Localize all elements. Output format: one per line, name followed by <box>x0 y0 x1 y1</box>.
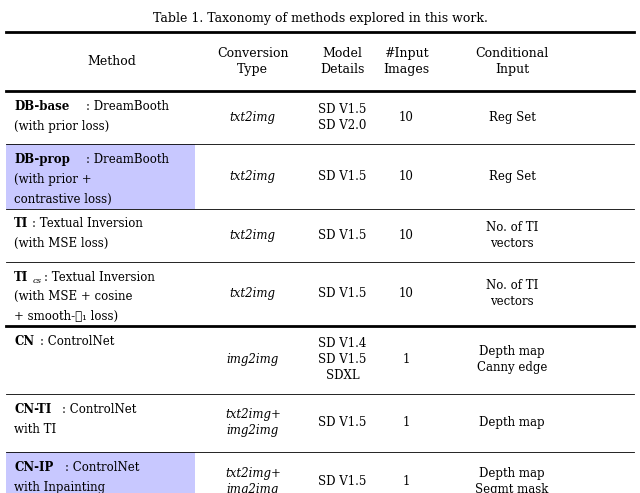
Text: Conditional
Input: Conditional Input <box>476 47 548 76</box>
Text: SD V1.4
SD V1.5
SDXL: SD V1.4 SD V1.5 SDXL <box>318 337 367 383</box>
Text: : ControlNet: : ControlNet <box>62 403 136 416</box>
Text: 10: 10 <box>399 111 414 124</box>
Text: SD V1.5: SD V1.5 <box>318 475 367 488</box>
Text: Depth map
Canny edge: Depth map Canny edge <box>477 346 547 374</box>
Text: with Inpainting: with Inpainting <box>14 481 105 493</box>
Text: img2img: img2img <box>227 353 279 366</box>
Text: 1: 1 <box>403 353 410 366</box>
Text: : DreamBooth: : DreamBooth <box>86 153 169 166</box>
Text: No. of TI
vectors: No. of TI vectors <box>486 221 538 249</box>
Text: contrastive loss): contrastive loss) <box>14 193 112 206</box>
Text: DB-prop: DB-prop <box>14 153 70 166</box>
Bar <box>6 144 195 209</box>
Text: : DreamBooth: : DreamBooth <box>86 100 168 113</box>
Text: No. of TI
vectors: No. of TI vectors <box>486 280 538 308</box>
Text: SD V1.5
SD V2.0: SD V1.5 SD V2.0 <box>318 104 367 132</box>
Text: TI: TI <box>14 271 28 283</box>
Text: 10: 10 <box>399 229 414 242</box>
Text: txt2img+
img2img: txt2img+ img2img <box>225 409 281 437</box>
Text: Method: Method <box>88 55 136 68</box>
Text: #Input
Images: #Input Images <box>383 47 429 76</box>
Text: SD V1.5: SD V1.5 <box>318 229 367 242</box>
Text: SD V1.5: SD V1.5 <box>318 417 367 429</box>
Text: with TI: with TI <box>14 423 56 435</box>
Text: cs: cs <box>33 277 42 284</box>
Text: Table 1. Taxonomy of methods explored in this work.: Table 1. Taxonomy of methods explored in… <box>152 12 488 25</box>
Text: (with prior +: (with prior + <box>14 173 92 186</box>
Text: : ControlNet: : ControlNet <box>40 335 115 348</box>
Text: : Textual Inversion: : Textual Inversion <box>44 271 155 283</box>
Text: Model
Details: Model Details <box>320 47 365 76</box>
Bar <box>6 452 195 493</box>
Text: Reg Set: Reg Set <box>488 170 536 183</box>
Text: Reg Set: Reg Set <box>488 111 536 124</box>
Text: (with MSE loss): (with MSE loss) <box>14 237 108 250</box>
Text: TI: TI <box>14 217 28 230</box>
Text: txt2img: txt2img <box>230 229 276 242</box>
Text: : Textual Inversion: : Textual Inversion <box>33 217 143 230</box>
Text: SD V1.5: SD V1.5 <box>318 170 367 183</box>
Text: 1: 1 <box>403 417 410 429</box>
Text: DB-base: DB-base <box>14 100 70 113</box>
Text: (with MSE + cosine: (with MSE + cosine <box>14 290 132 303</box>
Text: CN-TI: CN-TI <box>14 403 51 416</box>
Text: : ControlNet: : ControlNet <box>65 461 139 474</box>
Text: Depth map: Depth map <box>479 417 545 429</box>
Text: 10: 10 <box>399 287 414 300</box>
Text: txt2img+
img2img: txt2img+ img2img <box>225 467 281 493</box>
Text: txt2img: txt2img <box>230 170 276 183</box>
Text: txt2img: txt2img <box>230 111 276 124</box>
Text: 10: 10 <box>399 170 414 183</box>
Text: CN: CN <box>14 335 34 348</box>
Text: + smooth-ℒ₁ loss): + smooth-ℒ₁ loss) <box>14 310 118 323</box>
Text: (with prior loss): (with prior loss) <box>14 120 109 133</box>
Text: CN-IP: CN-IP <box>14 461 53 474</box>
Text: SD V1.5: SD V1.5 <box>318 287 367 300</box>
Text: txt2img: txt2img <box>230 287 276 300</box>
Text: 1: 1 <box>403 475 410 488</box>
Text: Depth map
Segmt mask: Depth map Segmt mask <box>476 467 548 493</box>
Text: Conversion
Type: Conversion Type <box>217 47 289 76</box>
